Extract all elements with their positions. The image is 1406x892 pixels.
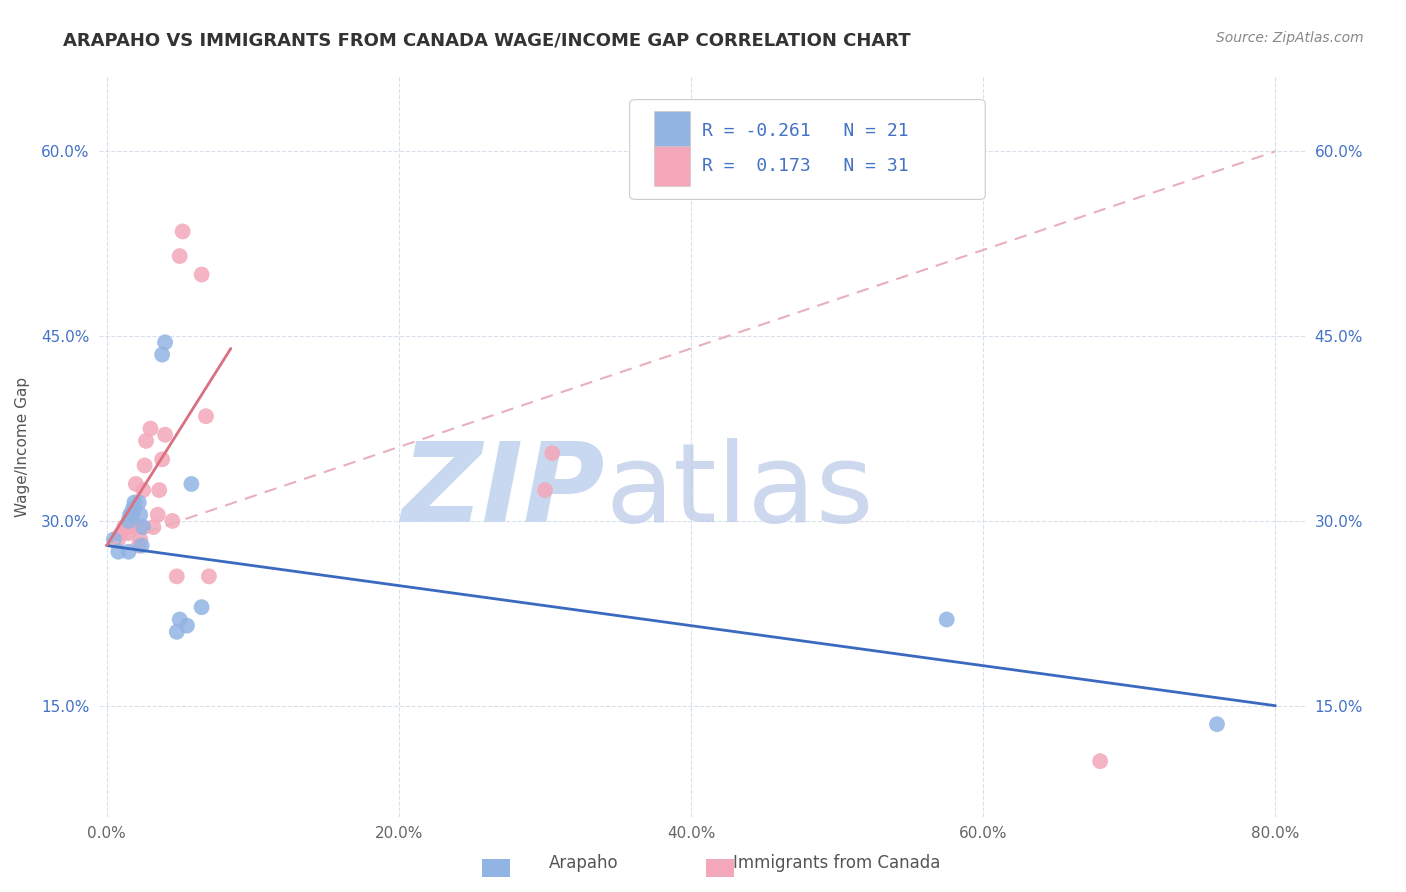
Point bbox=[117, 545, 139, 559]
Point bbox=[128, 539, 150, 553]
FancyBboxPatch shape bbox=[654, 112, 690, 152]
Point bbox=[131, 520, 153, 534]
Text: ZIP: ZIP bbox=[402, 438, 606, 545]
Point bbox=[180, 477, 202, 491]
Point bbox=[129, 508, 152, 522]
Point bbox=[169, 612, 191, 626]
Point bbox=[110, 526, 132, 541]
FancyBboxPatch shape bbox=[630, 100, 986, 200]
Point bbox=[134, 458, 156, 473]
Point bbox=[166, 624, 188, 639]
Text: ARAPAHO VS IMMIGRANTS FROM CANADA WAGE/INCOME GAP CORRELATION CHART: ARAPAHO VS IMMIGRANTS FROM CANADA WAGE/I… bbox=[63, 31, 911, 49]
Point bbox=[162, 514, 184, 528]
Point bbox=[166, 569, 188, 583]
Point bbox=[139, 421, 162, 435]
FancyBboxPatch shape bbox=[654, 145, 690, 186]
Point bbox=[132, 520, 155, 534]
Point bbox=[124, 495, 146, 509]
Point bbox=[148, 483, 170, 497]
Point bbox=[117, 526, 139, 541]
Point bbox=[118, 508, 141, 522]
Point bbox=[176, 618, 198, 632]
Point bbox=[190, 268, 212, 282]
Point bbox=[128, 495, 150, 509]
Point bbox=[107, 545, 129, 559]
Point bbox=[121, 508, 143, 522]
Point bbox=[195, 409, 218, 424]
Point bbox=[125, 477, 148, 491]
Point bbox=[1206, 717, 1229, 731]
Point bbox=[935, 612, 957, 626]
Point bbox=[117, 514, 139, 528]
Point bbox=[146, 508, 169, 522]
Point bbox=[118, 520, 141, 534]
Point bbox=[541, 446, 564, 460]
Point bbox=[107, 533, 129, 547]
Point bbox=[124, 501, 146, 516]
Point bbox=[131, 539, 153, 553]
Text: Immigrants from Canada: Immigrants from Canada bbox=[733, 855, 941, 872]
Point bbox=[150, 452, 173, 467]
Point bbox=[112, 520, 135, 534]
Point bbox=[198, 569, 221, 583]
Point bbox=[135, 434, 157, 448]
Point bbox=[190, 600, 212, 615]
Bar bbox=[706, 859, 734, 877]
Text: R = -0.261   N = 21: R = -0.261 N = 21 bbox=[702, 122, 908, 140]
Point bbox=[172, 224, 194, 238]
Point bbox=[103, 533, 125, 547]
Bar bbox=[482, 859, 510, 877]
Point bbox=[129, 533, 152, 547]
Text: Source: ZipAtlas.com: Source: ZipAtlas.com bbox=[1216, 31, 1364, 45]
Point bbox=[153, 335, 176, 350]
Text: Arapaho: Arapaho bbox=[548, 855, 619, 872]
Point bbox=[142, 520, 165, 534]
Point bbox=[121, 514, 143, 528]
Text: atlas: atlas bbox=[606, 438, 875, 545]
Point bbox=[534, 483, 557, 497]
Point bbox=[150, 348, 173, 362]
Point bbox=[122, 501, 145, 516]
Text: R =  0.173   N = 31: R = 0.173 N = 31 bbox=[702, 157, 908, 175]
Point bbox=[153, 427, 176, 442]
Point bbox=[1088, 754, 1111, 768]
Point bbox=[169, 249, 191, 263]
Point bbox=[122, 508, 145, 522]
Point bbox=[132, 483, 155, 497]
Y-axis label: Wage/Income Gap: Wage/Income Gap bbox=[15, 377, 30, 517]
